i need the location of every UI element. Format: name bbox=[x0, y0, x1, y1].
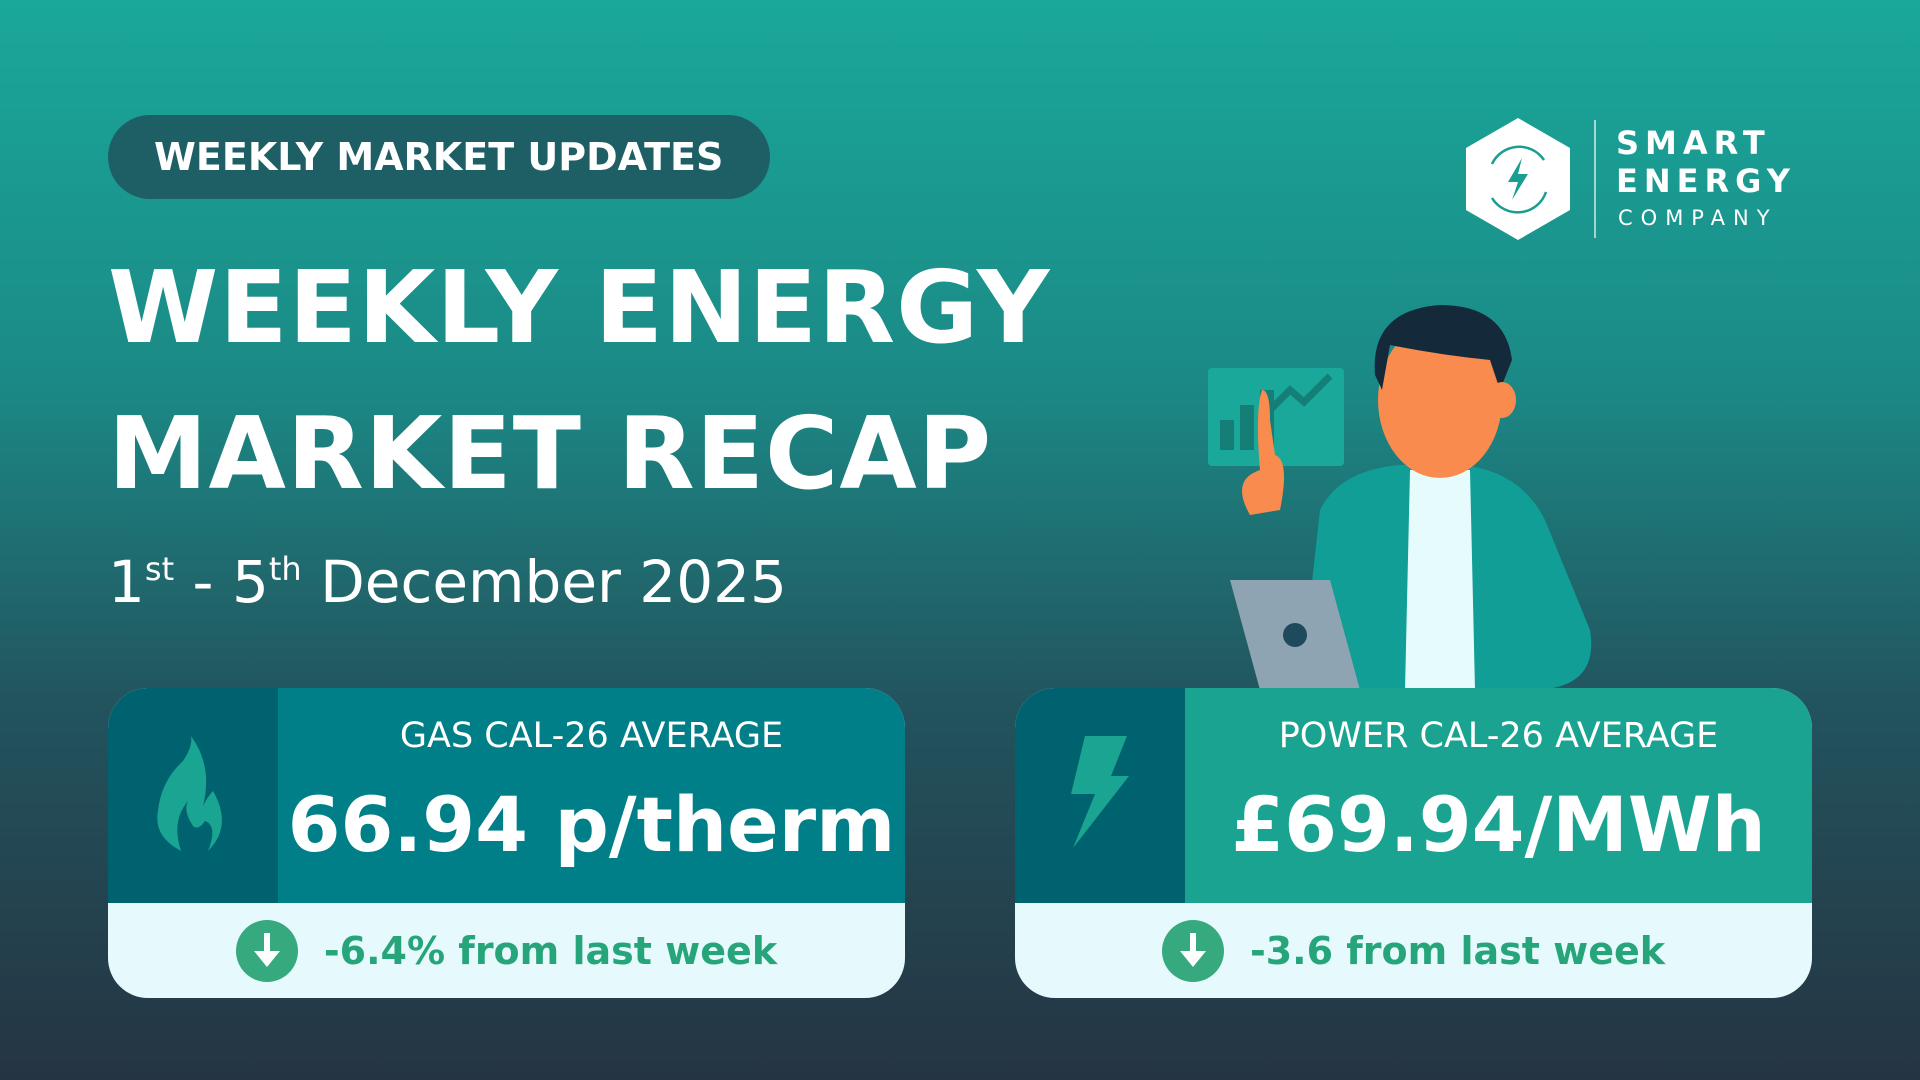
gas-icon-panel bbox=[108, 688, 278, 903]
power-icon-panel bbox=[1015, 688, 1185, 903]
lightning-icon bbox=[1071, 735, 1129, 848]
page-title: WEEKLY ENERGY MARKET RECAP bbox=[108, 235, 1050, 527]
gas-change: -6.4% from last week bbox=[108, 903, 905, 998]
power-change-text: -3.6 from last week bbox=[1249, 928, 1666, 973]
end-day: 5 bbox=[231, 548, 269, 616]
logo-subtitle: COMPANY bbox=[1618, 206, 1778, 230]
power-change: -3.6 from last week bbox=[1015, 903, 1812, 998]
arrow-down-icon bbox=[1161, 919, 1224, 982]
gas-price-card: GAS CAL-26 AVERAGE 66.94 p/therm -6.4% f… bbox=[108, 688, 905, 998]
title-line-1: WEEKLY ENERGY bbox=[108, 249, 1051, 366]
power-main: POWER CAL-26 AVERAGE £69.94/MWh bbox=[1185, 688, 1812, 903]
power-label: POWER CAL-26 AVERAGE bbox=[1278, 716, 1719, 756]
end-suffix: th bbox=[268, 550, 302, 588]
start-day: 1 bbox=[108, 548, 145, 616]
power-value: £69.94/MWh bbox=[1231, 780, 1766, 869]
logo-divider bbox=[1594, 120, 1596, 238]
company-logo: SMART ENERGY COMPANY bbox=[1466, 118, 1806, 243]
title-line-2: MARKET RECAP bbox=[108, 395, 993, 512]
month-year: December 2025 bbox=[301, 548, 787, 616]
weekly-updates-badge: WEEKLY MARKET UPDATES bbox=[108, 115, 770, 199]
gas-change-text: -6.4% from last week bbox=[323, 928, 778, 973]
separator: - bbox=[174, 548, 232, 616]
badge-label: WEEKLY MARKET UPDATES bbox=[154, 135, 724, 179]
gas-value: 66.94 p/therm bbox=[287, 780, 896, 869]
gas-label: GAS CAL-26 AVERAGE bbox=[399, 716, 784, 756]
hexagon-lightning-cycle-icon bbox=[1466, 118, 1570, 240]
logo-wordmark: SMART ENERGY bbox=[1616, 124, 1796, 200]
start-suffix: st bbox=[144, 550, 175, 588]
arrow-down-icon bbox=[235, 919, 298, 982]
power-price-card: POWER CAL-26 AVERAGE £69.94/MWh -3.6 fro… bbox=[1015, 688, 1812, 998]
flame-icon bbox=[157, 735, 222, 851]
gas-main: GAS CAL-26 AVERAGE 66.94 p/therm bbox=[278, 688, 905, 903]
analyst-illustration bbox=[1208, 305, 1592, 690]
date-range: 1st - 5th December 2025 bbox=[108, 548, 787, 616]
